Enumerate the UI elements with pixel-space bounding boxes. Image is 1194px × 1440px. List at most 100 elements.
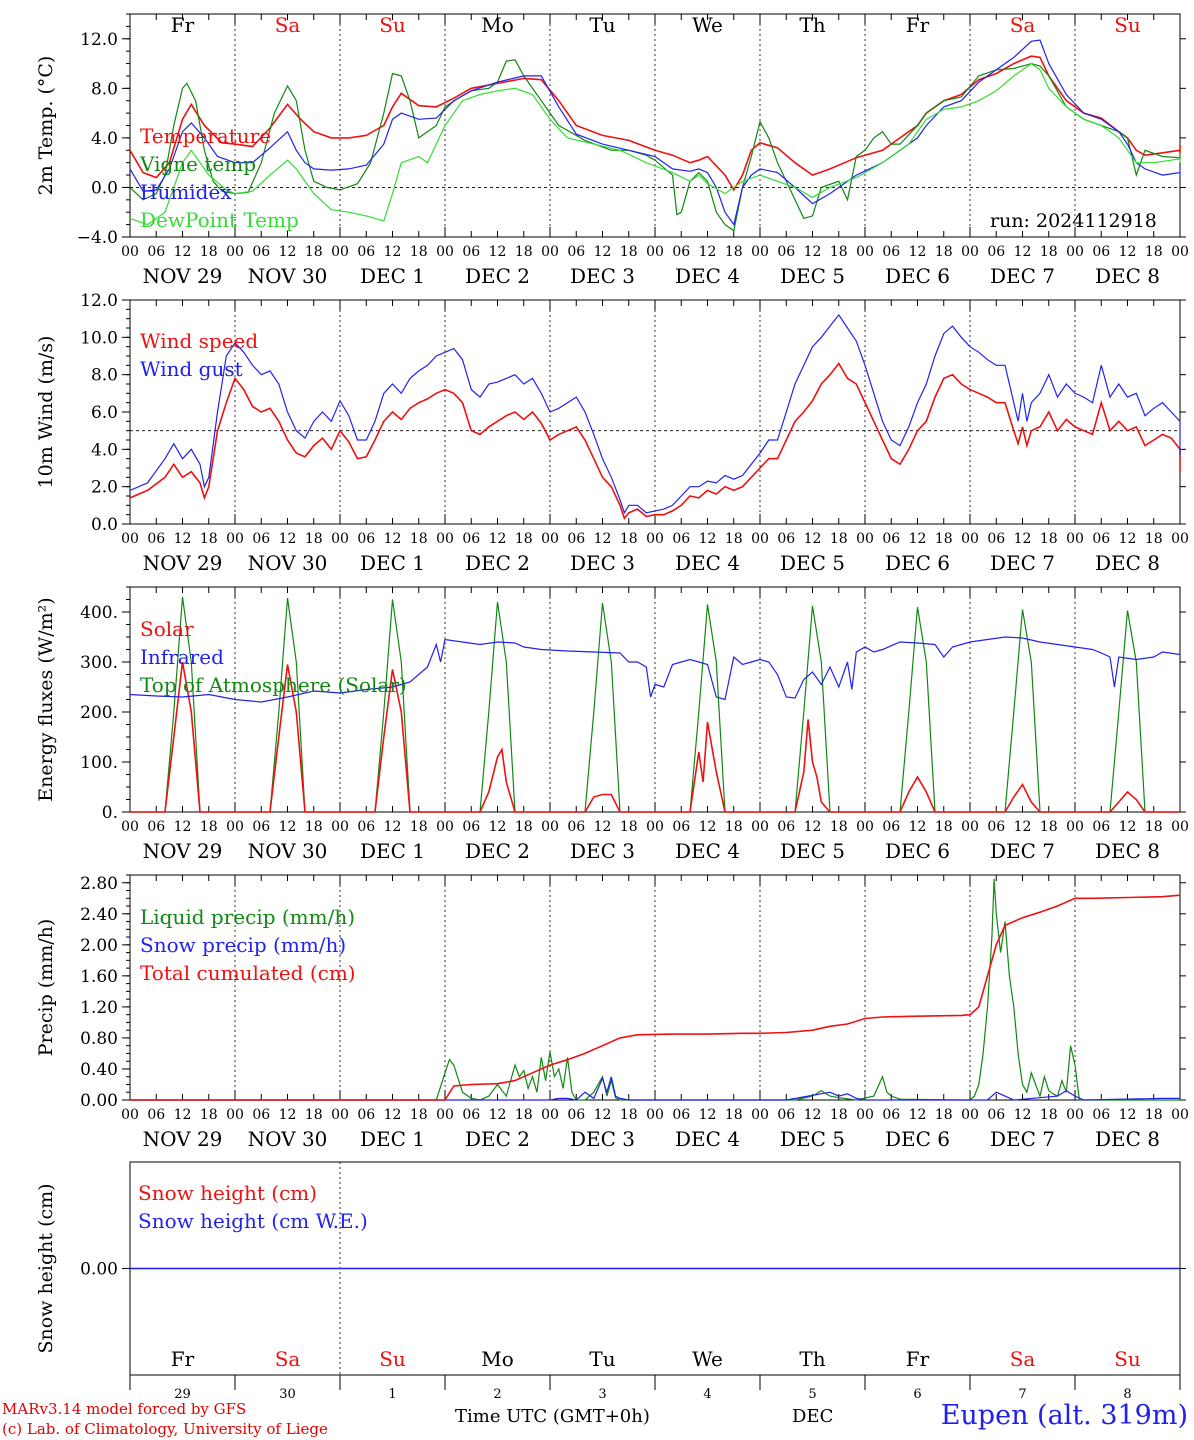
hour-tick-label: 18 (620, 531, 638, 547)
hour-tick-label: 18 (200, 819, 218, 835)
date-label: DEC 8 (1095, 839, 1160, 863)
hour-tick-label: 18 (515, 1107, 533, 1123)
hour-tick-label: 06 (777, 244, 795, 260)
hour-tick-label: 18 (410, 244, 428, 260)
hour-tick-label: 18 (1145, 244, 1163, 260)
date-label: DEC 3 (570, 551, 635, 575)
y-tick-label: 4.0 (91, 440, 118, 460)
hour-tick-label: 06 (882, 819, 900, 835)
hour-tick-label: 12 (909, 244, 927, 260)
day-number: 30 (279, 1387, 296, 1402)
date-label: DEC 6 (885, 264, 950, 288)
hour-tick-label: 12 (1119, 244, 1137, 260)
hour-tick-label: 12 (489, 819, 507, 835)
date-label: NOV 29 (143, 264, 223, 288)
hour-tick-label: 12 (489, 1107, 507, 1123)
date-label: NOV 30 (248, 839, 328, 863)
day-name-bottom: Su (379, 1347, 406, 1371)
day-number: 6 (913, 1387, 921, 1402)
run-label: run: 2024112918 (990, 210, 1157, 232)
hour-tick-label: 06 (567, 531, 585, 547)
y-tick-label: 2.00 (80, 936, 118, 956)
date-label: DEC 5 (780, 551, 845, 575)
legend-entry: Temperature (140, 124, 271, 148)
y-tick-label: 300. (80, 653, 118, 673)
hour-tick-label: 00 (436, 819, 454, 835)
hour-tick-label: 18 (725, 531, 743, 547)
y-tick-label: 12.0 (80, 30, 118, 50)
day-name-bottom: Su (1114, 1347, 1141, 1371)
date-label: DEC 5 (780, 839, 845, 863)
hour-tick-label: 00 (856, 1107, 874, 1123)
hour-tick-label: 18 (1145, 819, 1163, 835)
hour-tick-label: 00 (1171, 531, 1189, 547)
hour-tick-label: 00 (331, 244, 349, 260)
y-axis-title: 2m Temp. (°C) (35, 56, 57, 196)
hour-tick-label: 00 (1066, 1107, 1084, 1123)
day-name-bottom: Mo (481, 1347, 514, 1371)
hour-tick-label: 00 (541, 244, 559, 260)
y-tick-label: 8.0 (91, 366, 118, 386)
date-label: DEC 8 (1095, 264, 1160, 288)
hour-tick-label: 18 (410, 531, 428, 547)
hour-tick-label: 06 (672, 1107, 690, 1123)
day-name-top: Th (799, 13, 825, 37)
date-label: DEC 4 (675, 551, 740, 575)
hour-tick-label: 06 (882, 531, 900, 547)
day-number: 2 (493, 1387, 501, 1402)
hour-tick-label: 12 (804, 1107, 822, 1123)
hour-tick-label: 00 (961, 244, 979, 260)
hour-tick-label: 12 (279, 819, 297, 835)
model-credit: MARv3.14 model forced by GFS (2, 1400, 247, 1418)
hour-tick-label: 06 (147, 531, 165, 547)
hour-tick-label: 12 (1014, 819, 1032, 835)
hour-tick-label: 18 (830, 244, 848, 260)
series-line-total-cumulated-cm- (130, 894, 1181, 1101)
hour-tick-label: 00 (331, 1107, 349, 1123)
y-axis-title: Snow height (cm) (35, 1183, 57, 1353)
day-name-top: Mo (481, 13, 514, 37)
hour-tick-label: 00 (646, 819, 664, 835)
hour-tick-label: 00 (1171, 244, 1189, 260)
hour-tick-label: 00 (121, 531, 139, 547)
hour-tick-label: 00 (751, 819, 769, 835)
hour-tick-label: 06 (987, 1107, 1005, 1123)
day-name-bottom: Sa (1010, 1347, 1036, 1371)
hour-tick-label: 12 (279, 1107, 297, 1123)
hour-tick-label: 06 (987, 531, 1005, 547)
hour-tick-label: 06 (987, 819, 1005, 835)
hour-tick-label: 12 (804, 531, 822, 547)
hour-tick-label: 06 (1092, 819, 1110, 835)
hour-tick-label: 12 (594, 244, 612, 260)
date-label: NOV 29 (143, 839, 223, 863)
hour-tick-label: 00 (121, 244, 139, 260)
y-axis-title: Energy fluxes (W/m²) (35, 597, 57, 801)
hour-tick-label: 18 (1040, 1107, 1058, 1123)
hour-tick-label: 00 (226, 819, 244, 835)
hour-tick-label: 00 (1066, 244, 1084, 260)
series-line-top-of-atmosphere-solar- (130, 596, 1180, 813)
date-label: NOV 29 (143, 1127, 223, 1151)
date-label: DEC 5 (780, 1127, 845, 1151)
hour-tick-label: 00 (226, 531, 244, 547)
hour-tick-label: 00 (541, 819, 559, 835)
y-tick-label: 4.0 (91, 129, 118, 149)
hour-tick-label: 06 (357, 531, 375, 547)
y-tick-label: 0.0 (91, 178, 118, 198)
hour-tick-label: 18 (1040, 819, 1058, 835)
legend-entry: Total cumulated (cm) (140, 961, 356, 985)
legend-entry: Snow height (cm W.E.) (138, 1209, 368, 1233)
hour-tick-label: 12 (1119, 819, 1137, 835)
hour-tick-label: 18 (620, 244, 638, 260)
series-line-dewpoint-temp (129, 62, 1181, 226)
hour-tick-label: 00 (856, 244, 874, 260)
hour-tick-label: 18 (935, 819, 953, 835)
hour-tick-label: 18 (200, 1107, 218, 1123)
hour-tick-label: 18 (620, 1107, 638, 1123)
hour-tick-label: 12 (384, 819, 402, 835)
hour-tick-label: 12 (489, 531, 507, 547)
date-label: DEC 8 (1095, 551, 1160, 575)
hour-tick-label: 06 (672, 819, 690, 835)
hour-tick-label: 18 (305, 244, 323, 260)
